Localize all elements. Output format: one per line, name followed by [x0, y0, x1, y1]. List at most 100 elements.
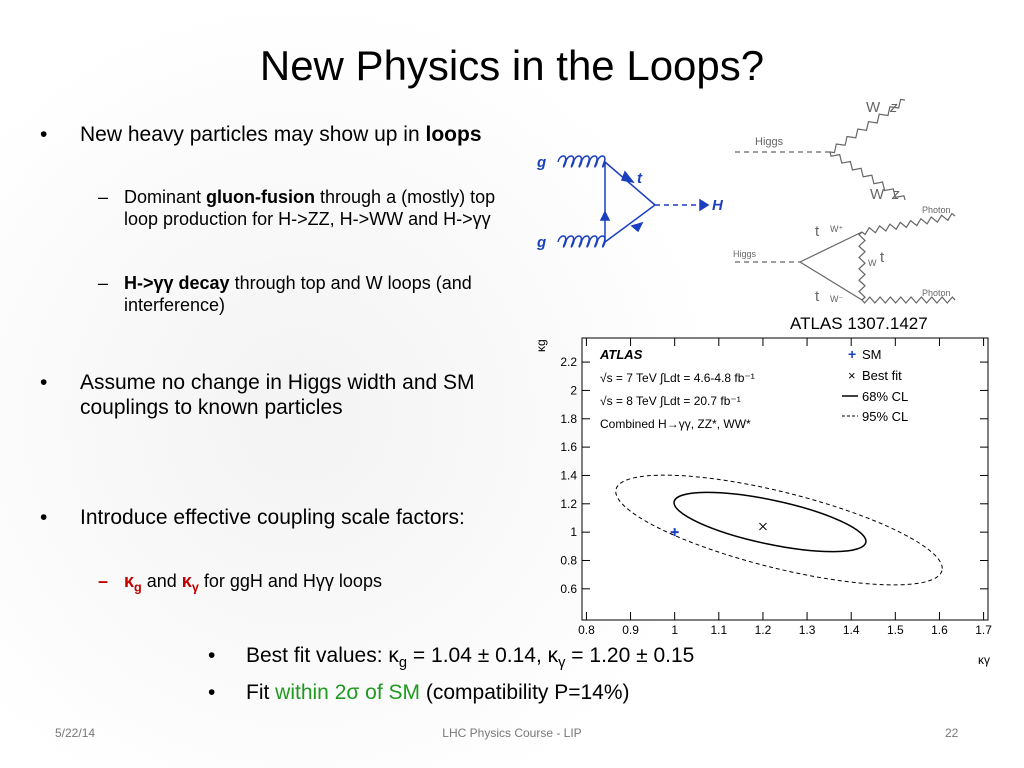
diagram-ggh — [557, 155, 710, 248]
text: = 1.20 ± 0.15 — [565, 644, 695, 667]
x-tick-label: 1.4 — [843, 623, 860, 637]
label: W — [866, 99, 881, 116]
bullet: • New heavy particles may show up in loo… — [40, 123, 482, 146]
label: H — [712, 197, 724, 214]
footer-date: 5/22/14 — [55, 726, 96, 740]
y-tick-label: 1.8 — [560, 412, 577, 426]
legend-label: SM — [862, 347, 882, 362]
text: Introduce effective coupling scale facto… — [80, 506, 465, 529]
y-tick-label: 2 — [570, 383, 577, 397]
boson-line — [829, 151, 906, 201]
footer-page: 22 — [945, 726, 959, 740]
x-axis-label: κγ — [978, 653, 990, 667]
x-tick-label: 1.1 — [710, 623, 727, 637]
gluon-line — [557, 155, 606, 168]
top-line — [799, 231, 863, 301]
x-tick-label: 1.5 — [887, 623, 904, 637]
reference: ATLAS 1307.1427 — [790, 314, 928, 333]
x-tick-label: 0.9 — [622, 623, 639, 637]
label: g — [536, 154, 546, 171]
plot-frame — [581, 337, 989, 621]
text: through top and W loops (and interferenc… — [124, 273, 472, 315]
bullet: • Assume no change in Higgs width and SM… — [40, 371, 475, 419]
label: Higgs — [733, 249, 757, 259]
x-tick-label: 1.6 — [931, 623, 948, 637]
y-tick-label: 1.6 — [560, 440, 577, 454]
text: Best fit values: κ — [246, 644, 399, 667]
text: within 2σ of SM — [275, 681, 421, 704]
w-line — [858, 231, 866, 301]
arrow — [599, 170, 710, 233]
sub-bullet: – Dominant gluon-fusion through a (mostl… — [98, 187, 496, 229]
y-tick-label: 0.6 — [560, 582, 577, 596]
label: Photon — [922, 205, 951, 215]
label: z — [891, 186, 900, 203]
y-tick-label: 0.8 — [560, 553, 577, 567]
legend-label: Best fit — [862, 368, 902, 383]
boson-line — [829, 98, 906, 154]
sub-bullet: – H->γγ decay through top and W loops (a… — [98, 273, 472, 315]
text: g — [134, 580, 142, 595]
text: and — [141, 571, 182, 591]
label: t — [815, 223, 820, 240]
plot-label: ATLAS — [599, 347, 643, 362]
x-tick-label: 0.8 — [578, 623, 595, 637]
sub-bullet: – κg and κγ for ggH and Hγγ loops — [98, 571, 382, 595]
bullet: • Best fit values: κg = 1.04 ± 0.14, κγ … — [208, 644, 695, 672]
best-fit-point — [759, 522, 767, 531]
label: Photon — [922, 288, 951, 298]
text: Assume no change in Higgs width and SM c… — [80, 371, 475, 419]
contour-95 — [615, 474, 943, 586]
text: γ — [558, 655, 566, 672]
y-tick-label: 1 — [570, 525, 577, 539]
plot-label: √s = 7 TeV ∫Ldt = 4.6-4.8 fb⁻¹ — [600, 371, 755, 385]
bullet: • Introduce effective coupling scale fac… — [40, 506, 465, 529]
text: Dominant — [124, 187, 207, 207]
text: through a (mostly) top loop production f… — [124, 187, 496, 229]
label: z — [889, 99, 898, 116]
sm-point — [670, 528, 679, 537]
legend-label: 68% CL — [862, 389, 908, 404]
y-axis-label: κg — [534, 339, 548, 352]
text: for ggH and Hγγ loops — [198, 571, 382, 591]
top-loop — [604, 160, 657, 244]
x-tick-label: 1.7 — [975, 623, 992, 637]
label: W⁺ — [830, 224, 843, 234]
label: g — [536, 234, 546, 251]
label: W — [868, 258, 877, 268]
text: γ — [191, 580, 199, 595]
y-tick-label: 2.2 — [560, 355, 577, 369]
x-tick-label: 1.2 — [755, 623, 772, 637]
bullet: • Fit within 2σ of SM (compatibility P=1… — [208, 681, 630, 704]
text: κ — [124, 571, 135, 591]
plot-label: Combined H→γγ, ZZ*, WW* — [600, 417, 751, 431]
contour-68 — [673, 491, 867, 553]
label: W — [870, 186, 885, 203]
text: Fit — [246, 681, 276, 704]
photon-line — [861, 296, 956, 304]
x-tick-label: 1 — [671, 623, 678, 637]
y-tick-label: 1.4 — [560, 468, 577, 482]
label: W⁻ — [830, 294, 843, 304]
text: g — [398, 655, 408, 672]
label: t — [637, 170, 643, 187]
footer-center: LHC Physics Course - LIP — [442, 726, 582, 740]
legend-symbol: + — [848, 346, 856, 362]
label: t — [880, 249, 885, 266]
label: t — [815, 288, 820, 305]
photon-line — [861, 212, 956, 236]
text: = 1.04 ± 0.14, κ — [407, 644, 559, 667]
x-tick-label: 1.3 — [799, 623, 816, 637]
text: loops — [425, 123, 482, 146]
label: Higgs — [755, 136, 784, 148]
text: κ — [181, 571, 192, 591]
y-tick-label: 1.2 — [560, 497, 577, 511]
plot-label: √s = 8 TeV ∫Ldt = 20.7 fb⁻¹ — [600, 394, 741, 408]
legend-label: 95% CL — [862, 409, 908, 424]
text: (compatibility P=14%) — [420, 681, 630, 704]
diagram-hvv — [735, 98, 956, 304]
text: gluon-fusion — [206, 187, 316, 207]
legend-symbol: × — [848, 368, 856, 383]
